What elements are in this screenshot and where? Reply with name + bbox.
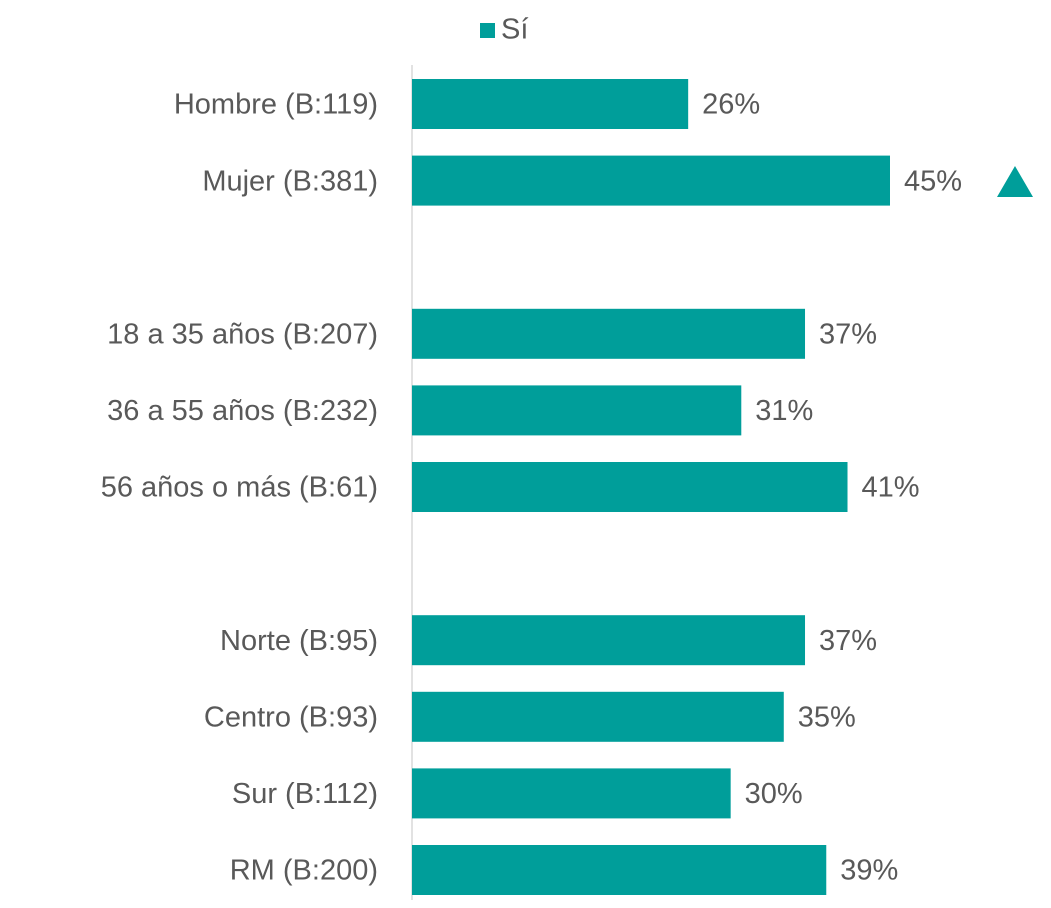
value-label: 39% — [840, 855, 898, 887]
value-label: 45% — [904, 165, 962, 197]
value-label: 30% — [745, 778, 803, 810]
value-label: 41% — [862, 472, 920, 504]
bar — [412, 308, 806, 359]
category-label: 18 a 35 años (B:207) — [107, 318, 378, 350]
bar — [412, 845, 827, 895]
category-label: Centro (B:93) — [204, 701, 378, 733]
bar — [412, 385, 742, 436]
bar — [412, 155, 890, 206]
category-label: Mujer (B:381) — [202, 165, 378, 197]
category-label: 56 años o más (B:61) — [101, 472, 378, 504]
significance-marker — [997, 166, 1033, 197]
value-label: 26% — [702, 89, 760, 121]
bar — [412, 691, 784, 742]
legend-swatch — [480, 23, 495, 38]
value-label: 37% — [819, 318, 877, 350]
category-label: Sur (B:112) — [232, 778, 378, 810]
category-label: Norte (B:95) — [220, 625, 378, 657]
bar — [412, 79, 689, 129]
bar — [412, 768, 731, 819]
bar — [412, 462, 848, 512]
value-label: 35% — [798, 701, 856, 733]
bar — [412, 615, 806, 666]
value-label: 37% — [819, 625, 877, 657]
category-label: RM (B:200) — [230, 855, 378, 887]
category-label: Hombre (B:119) — [174, 89, 378, 121]
value-label: 31% — [755, 395, 813, 427]
category-label: 36 a 55 años (B:232) — [107, 395, 378, 427]
legend-label: Sí — [501, 14, 528, 46]
